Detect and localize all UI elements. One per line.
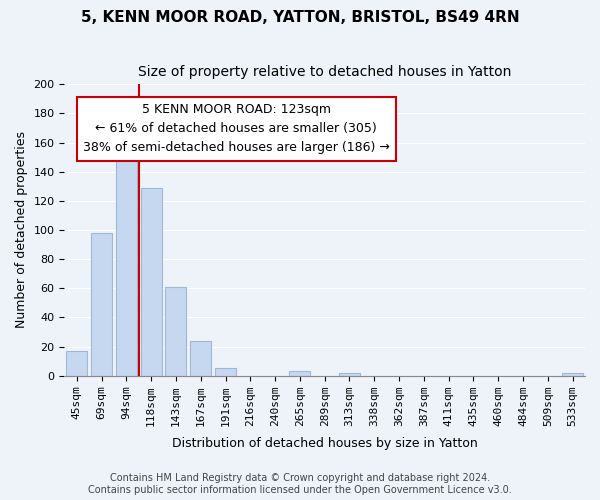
Y-axis label: Number of detached properties: Number of detached properties bbox=[15, 132, 28, 328]
Bar bbox=[91, 233, 112, 376]
X-axis label: Distribution of detached houses by size in Yatton: Distribution of detached houses by size … bbox=[172, 437, 478, 450]
Text: Contains HM Land Registry data © Crown copyright and database right 2024.
Contai: Contains HM Land Registry data © Crown c… bbox=[88, 474, 512, 495]
Bar bbox=[289, 372, 310, 376]
Bar bbox=[66, 351, 88, 376]
Bar bbox=[215, 368, 236, 376]
Bar bbox=[562, 373, 583, 376]
Text: 5 KENN MOOR ROAD: 123sqm
← 61% of detached houses are smaller (305)
38% of semi-: 5 KENN MOOR ROAD: 123sqm ← 61% of detach… bbox=[83, 104, 389, 154]
Title: Size of property relative to detached houses in Yatton: Size of property relative to detached ho… bbox=[138, 65, 511, 79]
Bar bbox=[339, 373, 360, 376]
Text: 5, KENN MOOR ROAD, YATTON, BRISTOL, BS49 4RN: 5, KENN MOOR ROAD, YATTON, BRISTOL, BS49… bbox=[80, 10, 520, 25]
Bar bbox=[140, 188, 162, 376]
Bar bbox=[116, 146, 137, 376]
Bar bbox=[190, 340, 211, 376]
Bar bbox=[166, 287, 187, 376]
